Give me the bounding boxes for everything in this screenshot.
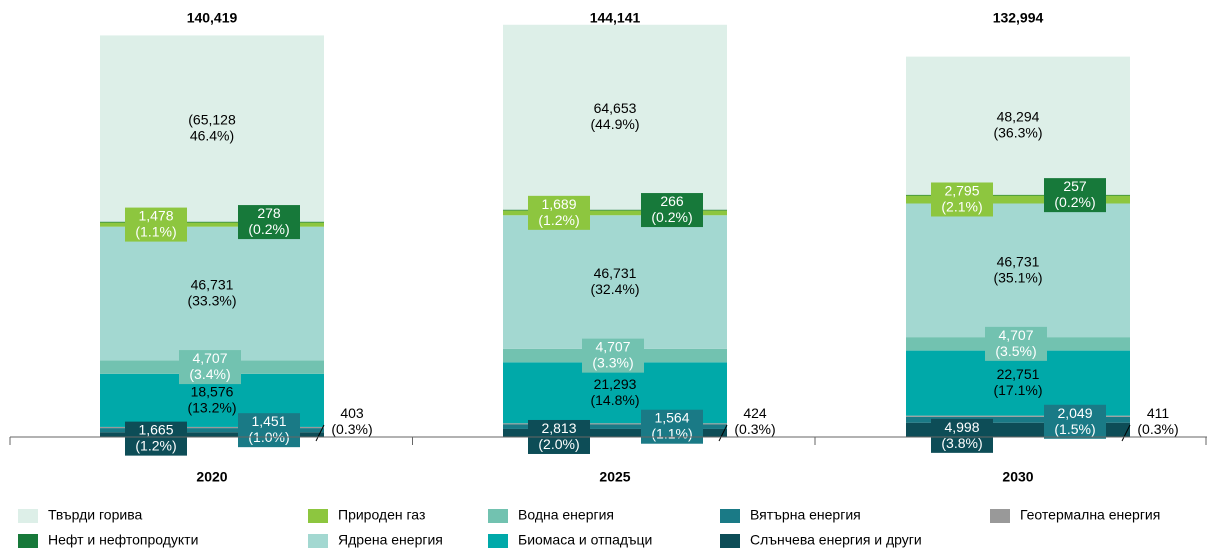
bar-segment	[503, 210, 727, 216]
value-label: 257 (0.2%)	[1054, 178, 1095, 210]
legend-label: Твърди горива	[48, 507, 142, 523]
value-label: 278 (0.2%)	[248, 205, 289, 237]
total-label: 140,419	[187, 10, 238, 26]
value-label: 4,707 (3.5%)	[995, 327, 1036, 359]
value-label: 64,653 (44.9%)	[590, 100, 639, 132]
bar-segment	[906, 415, 1130, 417]
value-label-box	[985, 326, 1047, 361]
bar-segment	[906, 416, 1130, 423]
value-label: 46,731 (33.3%)	[187, 276, 236, 308]
value-label-box	[931, 418, 993, 453]
value-label: 2,795 (2.1%)	[941, 182, 982, 214]
legend-swatch	[720, 534, 740, 548]
bar-segment	[503, 428, 727, 437]
legend-label: Геотермална енергия	[1020, 507, 1160, 523]
x-tick-label: 2020	[196, 469, 227, 485]
value-label-box	[582, 338, 644, 373]
bar-segment	[906, 203, 1130, 338]
value-label: 411 (0.3%)	[1137, 405, 1178, 437]
value-label-box	[641, 193, 703, 228]
legend-label: Водна енергия	[518, 507, 614, 523]
bar-segment	[100, 221, 324, 223]
bar-segment	[100, 432, 324, 437]
legend-swatch	[18, 509, 38, 523]
value-label-box	[1044, 178, 1106, 213]
value-label: 4,707 (3.3%)	[592, 338, 633, 370]
x-tick-label: 2030	[1002, 469, 1033, 485]
legend-swatch	[720, 509, 740, 523]
legend-label: Природен газ	[338, 507, 425, 523]
value-label-box	[1044, 404, 1106, 439]
value-label: 4,707 (3.4%)	[189, 350, 230, 382]
bar-segment	[503, 424, 727, 429]
value-label-box	[238, 413, 300, 448]
legend-label: Ядрена енергия	[338, 532, 443, 548]
legend-label: Нефт и нефтопродукти	[48, 532, 198, 548]
bar-segment	[906, 56, 1130, 195]
value-label-box	[179, 350, 241, 385]
value-label: 18,576 (13.2%)	[187, 383, 236, 415]
value-label: 1,689 (1.2%)	[538, 196, 579, 228]
bar-segment	[503, 24, 727, 210]
legend-swatch	[488, 509, 508, 523]
value-label-box	[931, 182, 993, 217]
bar-segment	[503, 423, 727, 425]
legend-swatch	[18, 534, 38, 548]
value-label: 1,665 (1.2%)	[135, 421, 176, 453]
legend-swatch	[308, 509, 328, 523]
value-label: 1,478 (1.1%)	[135, 207, 176, 239]
bar-segment	[100, 428, 324, 433]
bar-segment	[503, 209, 727, 211]
value-label-box	[238, 205, 300, 240]
value-label: 424 (0.3%)	[734, 405, 775, 437]
bar-segment	[503, 215, 727, 349]
total-label: 132,994	[993, 10, 1044, 26]
leader-line	[315, 424, 325, 442]
value-label-box	[125, 207, 187, 242]
bar-segment	[100, 226, 324, 361]
value-label: 48,294 (36.3%)	[993, 108, 1042, 140]
legend-label: Биомаса и отпадъци	[518, 532, 652, 548]
legend-label: Вятърна енергия	[750, 507, 861, 523]
x-tick-label: 2025	[599, 469, 630, 485]
bar-segment	[906, 195, 1130, 204]
value-label: 2,049 (1.5%)	[1054, 404, 1095, 436]
legend-swatch	[488, 534, 508, 548]
value-label-box	[528, 195, 590, 230]
value-label: 46,731 (32.4%)	[590, 265, 639, 297]
value-label: (65,128 46.4%)	[188, 111, 236, 143]
value-label: 1,451 (1.0%)	[248, 413, 289, 445]
legend-label: Слънчева енергия и други	[750, 532, 922, 548]
legend-swatch	[308, 534, 328, 548]
value-label: 266 (0.2%)	[651, 193, 692, 225]
legend-swatch	[990, 509, 1010, 523]
value-label: 403 (0.3%)	[331, 405, 372, 437]
bar-segment	[906, 194, 1130, 196]
value-label: 4,998 (3.8%)	[941, 419, 982, 451]
value-label-box	[641, 409, 703, 444]
bar-segment	[100, 426, 324, 429]
value-label: 46,731 (35.1%)	[993, 253, 1042, 285]
total-label: 144,141	[590, 10, 641, 26]
value-label-box	[125, 421, 187, 456]
value-label: 22,751 (17.1%)	[993, 366, 1042, 398]
leader-line	[718, 424, 728, 442]
value-label: 2,813 (2.0%)	[538, 420, 579, 452]
leader-line	[1121, 424, 1131, 442]
bar-segment	[100, 222, 324, 227]
bar-segment	[100, 35, 324, 222]
value-label: 21,293 (14.8%)	[590, 376, 639, 408]
